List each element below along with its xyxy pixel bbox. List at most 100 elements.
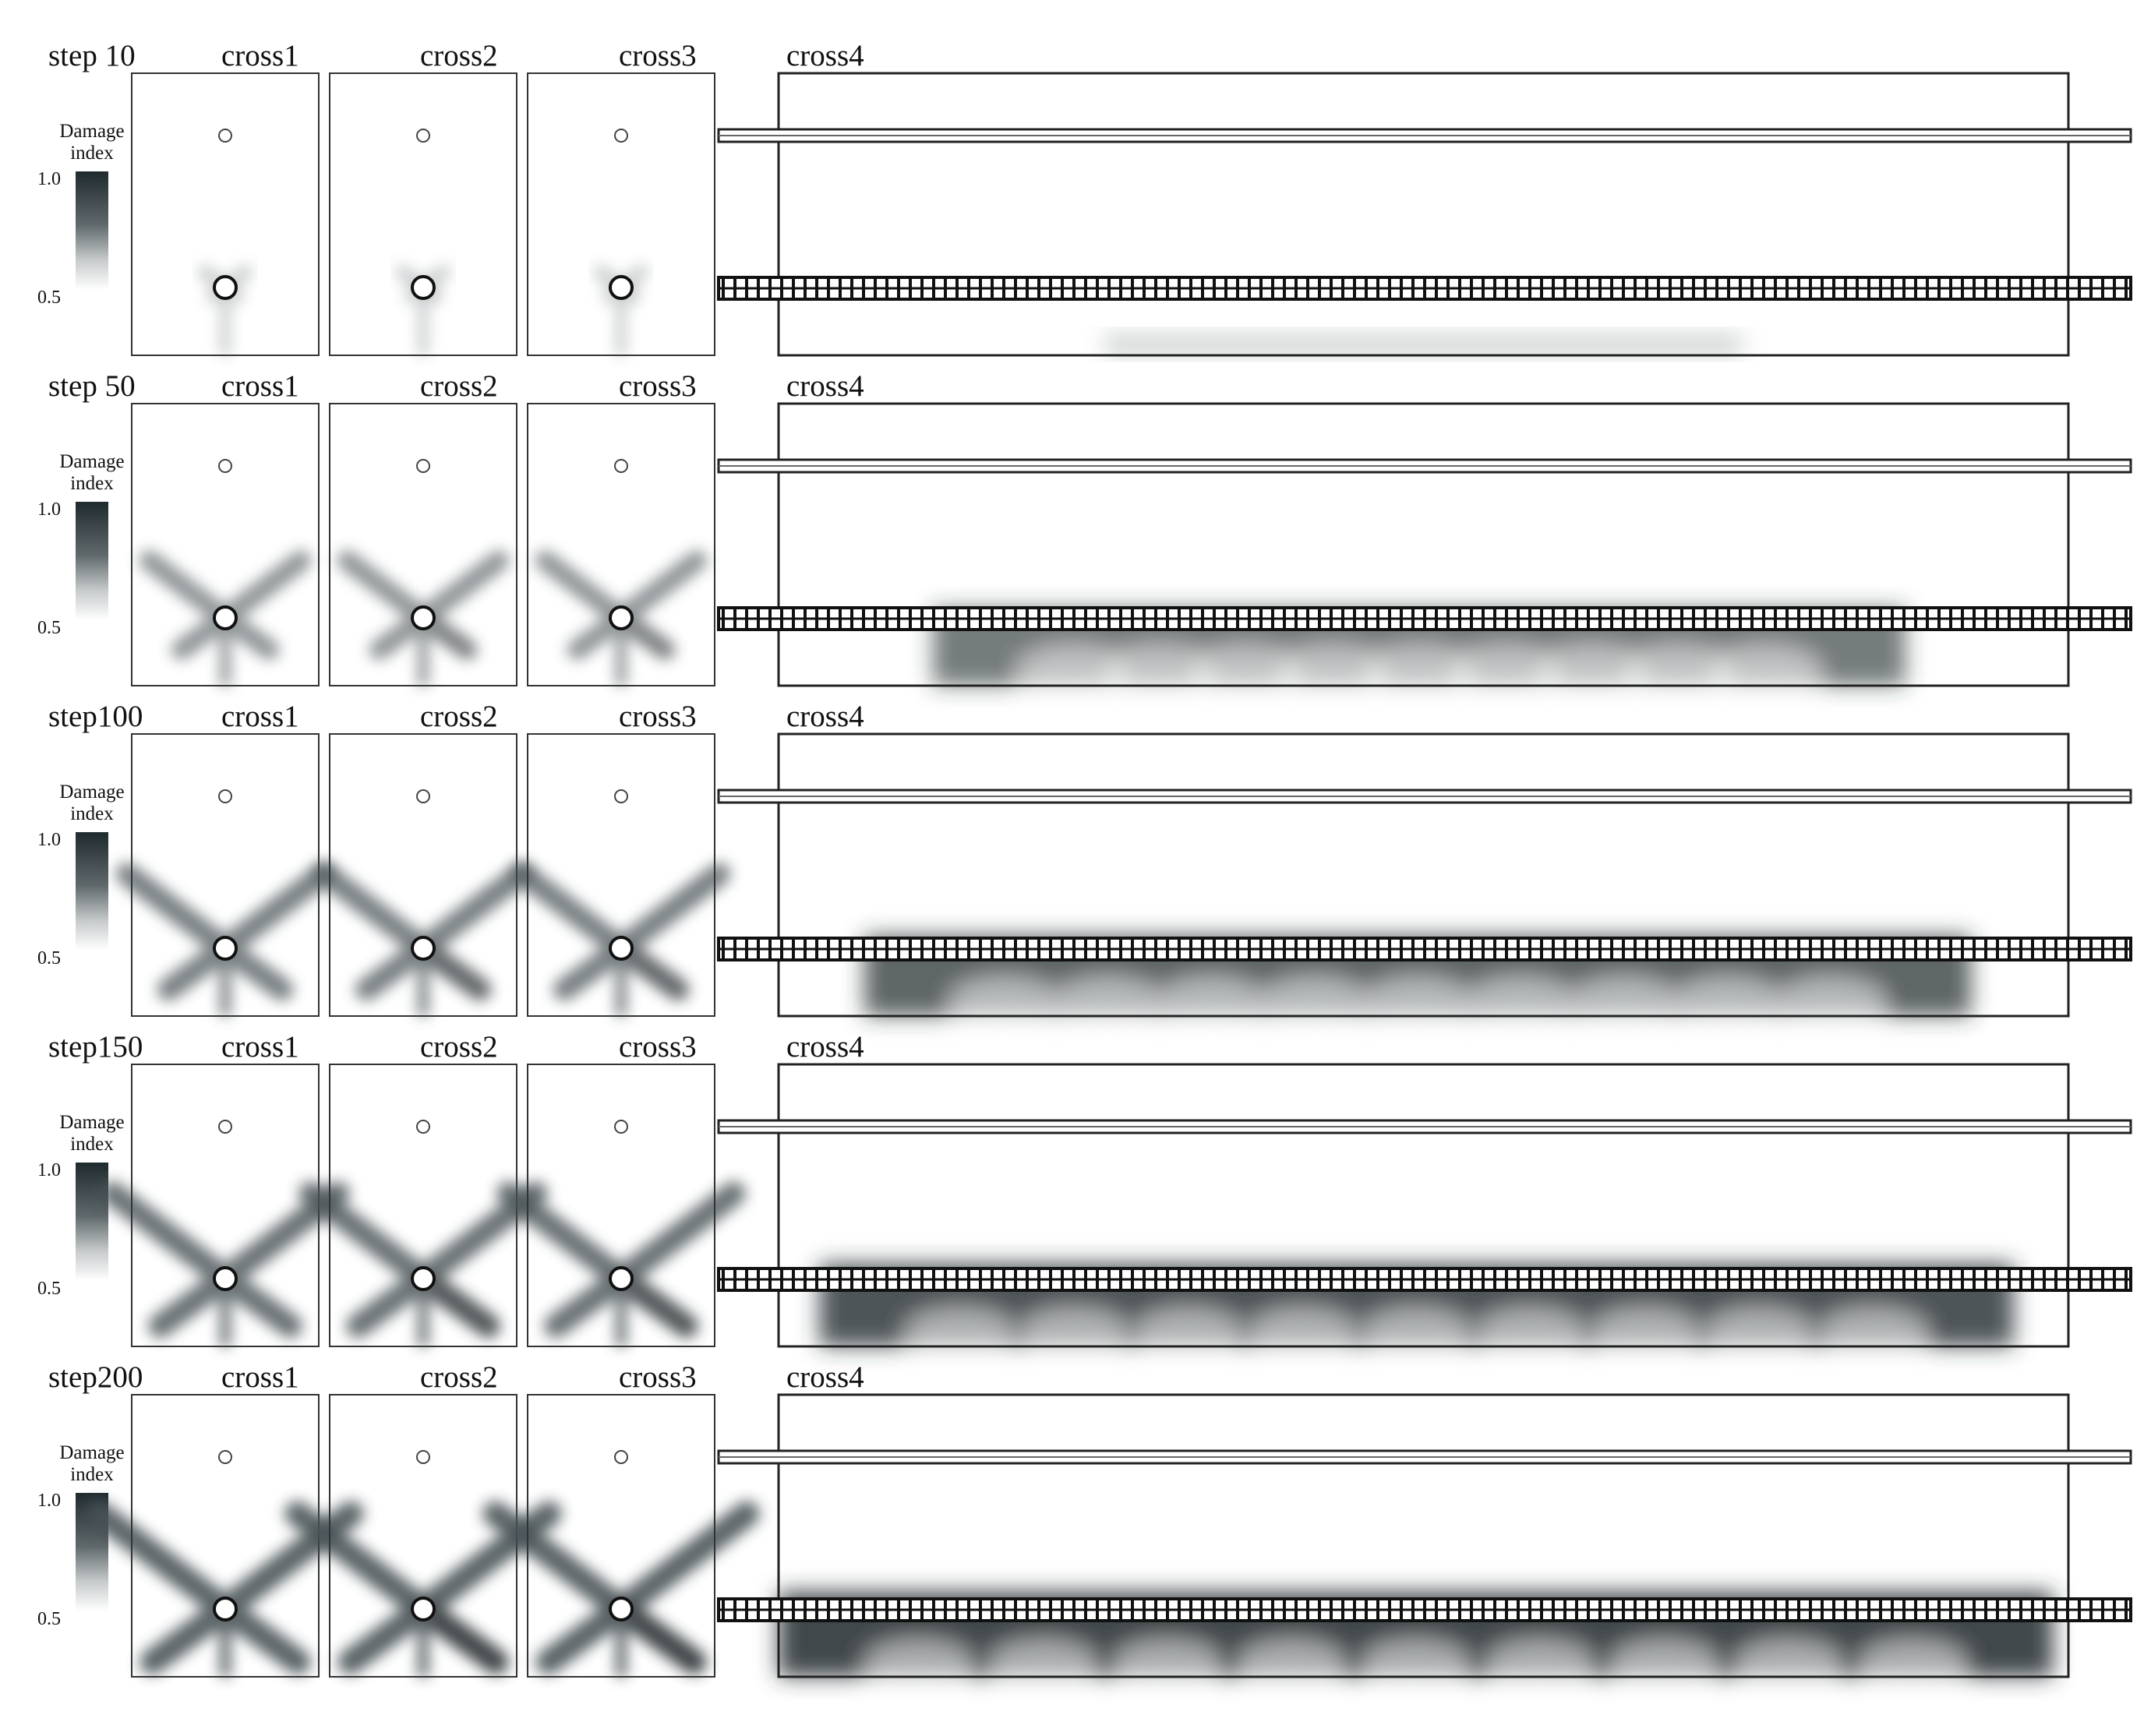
cross3-label: cross3 <box>619 700 697 733</box>
panel-frame <box>527 1394 715 1678</box>
damage-band <box>609 1266 698 1338</box>
light-patch <box>1672 979 1782 1026</box>
cross4-panel <box>717 402 2132 696</box>
light-patch <box>1466 979 1576 1026</box>
step-label: step 50 <box>48 369 136 403</box>
light-patch <box>1157 979 1266 1026</box>
cross4-label: cross4 <box>786 700 864 733</box>
light-patch <box>1570 979 1679 1026</box>
row-graphics <box>87 1393 2132 1687</box>
cross2-label: cross2 <box>420 369 498 403</box>
cross4-label: cross4 <box>786 1030 864 1064</box>
cross2-panel <box>329 72 517 356</box>
lower-pipe-section <box>609 1266 634 1291</box>
cross3-panel <box>496 1064 746 1347</box>
panel-frame <box>131 403 320 686</box>
light-patch <box>1485 1640 1595 1687</box>
damage-band <box>611 550 708 628</box>
lower-pipe-section <box>411 275 436 300</box>
row-5: step200 cross1 cross2 cross3 cross4 Damage ind… <box>0 1362 2151 1692</box>
legend-title-line1: Damage <box>59 121 125 142</box>
panel-frame <box>329 403 517 686</box>
light-patch <box>1858 1640 1967 1687</box>
damage-colorbar <box>76 502 108 620</box>
cross4-panel <box>717 72 2132 357</box>
legend-title-line1: Damage <box>59 451 125 472</box>
legend-title-line2: index <box>70 803 114 824</box>
light-patch <box>988 1640 1098 1687</box>
panel-frame <box>527 733 715 1017</box>
lower-pipe-section <box>609 275 634 300</box>
damage-band <box>609 1501 760 1621</box>
damage-band <box>411 863 533 960</box>
step-label: step 10 <box>48 39 136 72</box>
row-3: step100 cross1 cross2 cross3 cross4 Damage ind… <box>0 701 2151 1032</box>
cross2-panel <box>298 1064 548 1347</box>
damage-band <box>496 1181 634 1291</box>
panel-frame <box>527 1064 715 1347</box>
light-patch <box>1776 979 1885 1026</box>
upper-pipe-section <box>218 459 232 473</box>
cross1-label: cross1 <box>221 369 299 403</box>
damage-band <box>87 1501 238 1621</box>
lower-pipe-segments <box>722 608 2128 630</box>
light-patch <box>1105 649 1214 696</box>
light-patch <box>1248 1310 1358 1357</box>
damage-band <box>298 1181 436 1291</box>
damage-band <box>140 1597 238 1674</box>
upper-pipe-section <box>614 129 628 143</box>
upper-pipe-section <box>416 459 430 473</box>
cross3-label: cross3 <box>619 369 697 403</box>
cross3-panel <box>511 733 731 1017</box>
cross4-label: cross4 <box>786 1360 864 1394</box>
lower-pipe-segments <box>722 938 2128 960</box>
legend-title-line1: Damage <box>59 1112 125 1133</box>
cross1-panel <box>131 72 320 356</box>
cross4-frame <box>777 402 2070 687</box>
upper-pipe-section <box>614 1450 628 1464</box>
cross2-panel <box>329 403 517 686</box>
damage-band <box>609 1181 746 1291</box>
lower-pipe-segments <box>722 277 2128 299</box>
colorbar-max-label: 1.0 <box>37 1491 61 1511</box>
damage-band <box>284 1501 436 1621</box>
light-patch <box>1711 649 1820 696</box>
light-patch <box>1476 1310 1586 1357</box>
light-patch <box>950 979 1059 1026</box>
damage-zone <box>1104 333 1742 355</box>
damage-band <box>115 863 237 960</box>
upper-pipe-section <box>614 1120 628 1134</box>
damage-band <box>411 1597 509 1674</box>
cross3-label: cross3 <box>619 1030 697 1064</box>
damage-band <box>337 1597 436 1674</box>
cross1-label: cross1 <box>221 700 299 733</box>
damage-band <box>213 1597 311 1674</box>
cross4-frame <box>777 732 2070 1018</box>
light-patch <box>1259 979 1369 1026</box>
light-patch <box>1362 1310 1471 1357</box>
upper-pipe-section <box>416 789 430 803</box>
damage-band <box>411 1266 500 1338</box>
cross3-label: cross3 <box>619 39 697 72</box>
light-patch <box>1704 1310 1814 1357</box>
lower-pipe-section <box>411 1266 436 1291</box>
panel-frame <box>329 72 517 356</box>
light-patch <box>1624 649 1733 696</box>
upper-pipe-section <box>614 789 628 803</box>
panel-frame <box>131 72 320 356</box>
damage-colorbar <box>76 171 108 290</box>
lower-pipe-section <box>213 936 238 961</box>
cross2-label: cross2 <box>420 1030 498 1064</box>
damage-band <box>482 1501 634 1621</box>
damage-band <box>214 863 335 960</box>
cross1-panel <box>115 733 335 1017</box>
light-patch <box>1818 1310 1928 1357</box>
colorbar-min-label: 0.5 <box>37 1279 61 1299</box>
cross4-panel <box>717 1393 2132 1687</box>
colorbar-max-label: 1.0 <box>37 499 61 520</box>
row-graphics <box>115 732 2132 1026</box>
row-4: step150 cross1 cross2 cross3 cross4 Damage ind… <box>0 1032 2151 1362</box>
step-label: step150 <box>48 1030 143 1064</box>
cross4-label: cross4 <box>786 39 864 72</box>
